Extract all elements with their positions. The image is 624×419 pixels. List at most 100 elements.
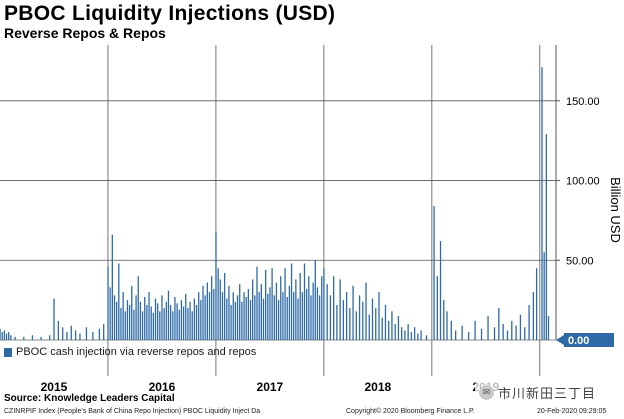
bar — [191, 311, 193, 340]
bar — [167, 290, 170, 340]
bar — [62, 327, 64, 340]
bar — [388, 320, 390, 340]
bar — [141, 311, 144, 340]
bar — [378, 292, 380, 340]
bar — [230, 304, 232, 340]
bar — [277, 300, 280, 340]
bar — [245, 296, 247, 340]
bar — [126, 300, 129, 340]
watermark: ✉ 市川新田三丁目 — [475, 382, 601, 403]
bar — [436, 276, 438, 340]
bar — [111, 234, 113, 340]
bar — [545, 134, 547, 340]
bar — [146, 304, 148, 340]
bar — [443, 300, 445, 340]
bar — [193, 298, 196, 340]
bar — [541, 67, 543, 340]
bar — [269, 287, 271, 340]
bar — [174, 296, 176, 340]
chart-subtitle: Reverse Repos & Repos — [4, 25, 166, 41]
bar — [256, 266, 258, 340]
bar — [252, 279, 254, 340]
bar — [150, 306, 152, 340]
bar — [107, 266, 109, 340]
bar — [202, 285, 204, 340]
bar — [109, 287, 111, 340]
bar — [515, 325, 517, 340]
bar — [115, 301, 118, 340]
bar — [31, 335, 34, 340]
bar — [487, 316, 489, 340]
bar — [326, 284, 328, 340]
bar — [133, 309, 135, 340]
legend-label: PBOC cash injection via reverse repos an… — [16, 346, 257, 358]
bar — [339, 279, 341, 340]
y-tick-label: 100.00 — [566, 176, 600, 188]
bar — [223, 273, 226, 340]
bar — [535, 268, 538, 340]
bar — [262, 298, 265, 340]
bar — [547, 316, 550, 340]
bar — [420, 330, 422, 340]
wechat-icon: ✉ — [479, 385, 494, 400]
bar — [239, 284, 241, 340]
bar — [290, 263, 293, 340]
copyright-note: Copyright© 2020 Bloomberg Finance L.P. — [346, 408, 475, 415]
bar — [120, 308, 122, 340]
bar — [49, 335, 51, 340]
bar — [306, 288, 308, 340]
bar — [157, 303, 159, 340]
bar — [163, 308, 165, 340]
y-axis: 150.00 100.00 50.00 — [555, 45, 600, 340]
bar — [543, 252, 545, 340]
bar — [318, 295, 321, 340]
bar — [467, 332, 470, 340]
bar — [433, 206, 435, 340]
bar — [410, 332, 413, 340]
bar — [264, 269, 267, 340]
bar — [103, 324, 105, 340]
bar — [217, 268, 219, 340]
bar — [301, 292, 303, 340]
bar — [178, 309, 180, 340]
bar — [316, 287, 319, 340]
bar — [139, 301, 142, 340]
bar — [407, 324, 409, 340]
plot-area — [0, 45, 556, 340]
bar — [5, 333, 8, 340]
bar — [221, 292, 224, 340]
bar — [401, 327, 403, 340]
bar — [349, 308, 351, 340]
bar — [345, 292, 348, 340]
bar — [247, 288, 250, 340]
x-tick-label: 2016 — [148, 380, 176, 394]
bar — [40, 336, 42, 340]
bar — [135, 295, 137, 340]
bar — [498, 308, 500, 340]
bar — [85, 327, 88, 340]
bar — [213, 288, 215, 340]
bar — [371, 298, 374, 340]
bar — [358, 295, 361, 340]
y-tick-label: 150.00 — [566, 96, 600, 108]
bar — [10, 335, 12, 340]
bar — [185, 293, 187, 340]
bar — [148, 292, 150, 340]
bar — [511, 320, 513, 340]
bar — [295, 279, 297, 340]
last-value-label: 0.00 — [568, 335, 589, 347]
bar — [23, 336, 25, 340]
bar — [228, 285, 230, 340]
bar — [368, 314, 370, 340]
bar — [310, 295, 312, 340]
bar — [70, 325, 72, 340]
bar — [282, 292, 284, 340]
bar — [14, 336, 16, 340]
bar — [519, 314, 522, 340]
bar — [450, 320, 452, 340]
bar — [200, 300, 202, 340]
bar — [176, 303, 178, 340]
plot-background — [0, 45, 556, 340]
bar — [234, 301, 237, 340]
last-value-marker: 0.00 — [556, 333, 614, 347]
